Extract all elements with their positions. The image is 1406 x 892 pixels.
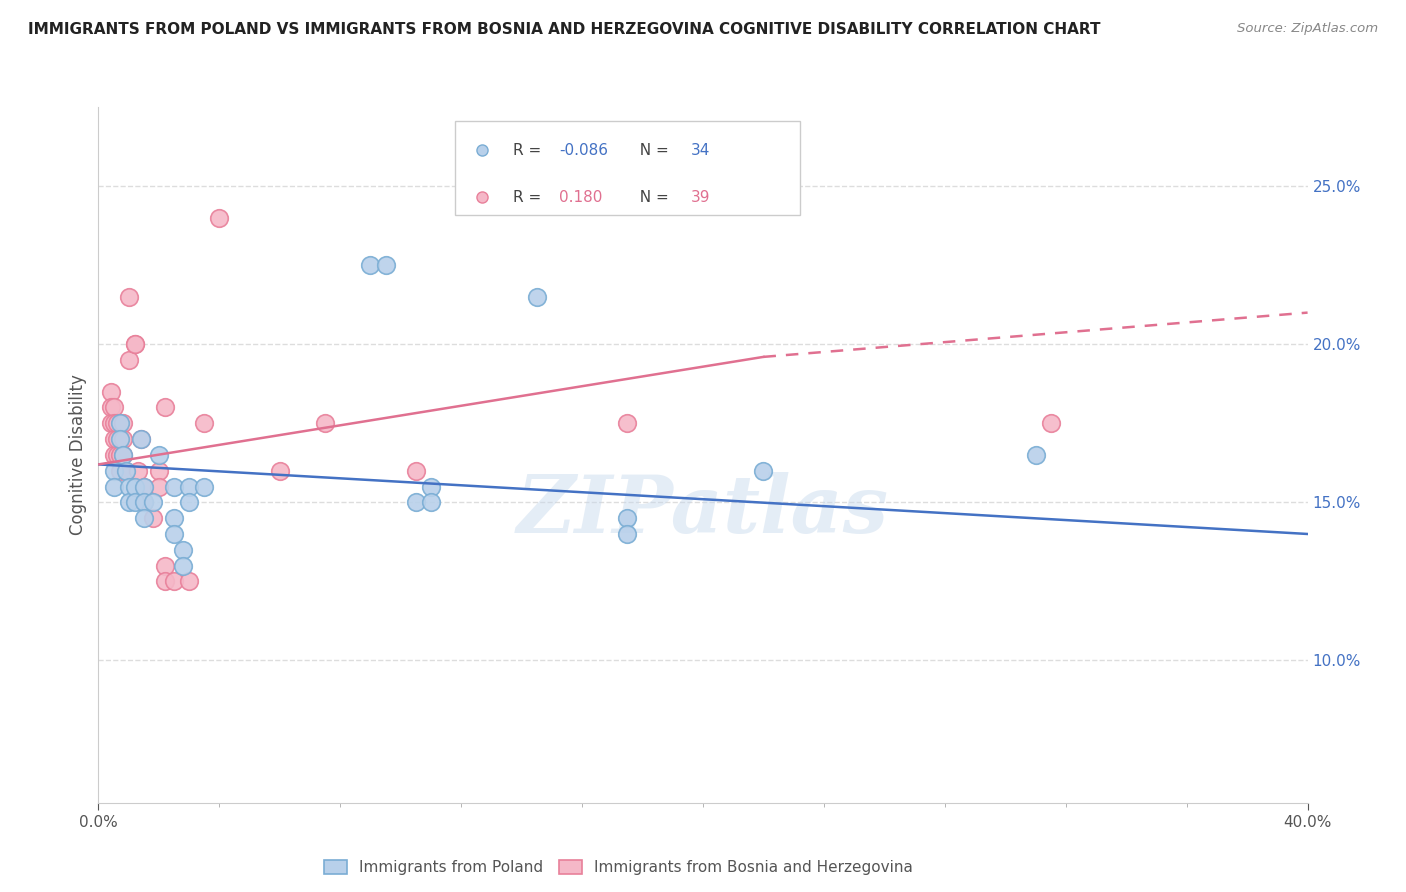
Point <box>1024 448 1046 462</box>
Point <box>208 211 231 225</box>
Point <box>172 542 194 557</box>
Point <box>111 432 134 446</box>
Point <box>360 258 382 272</box>
Point <box>526 290 548 304</box>
Point <box>100 384 122 399</box>
Point <box>124 479 146 493</box>
Point <box>132 495 155 509</box>
Point <box>179 479 201 493</box>
FancyBboxPatch shape <box>456 121 800 215</box>
Point <box>179 495 201 509</box>
Point <box>114 464 136 478</box>
Text: R =: R = <box>513 190 547 205</box>
Point <box>163 574 186 589</box>
Point <box>108 417 131 431</box>
Point <box>616 511 638 525</box>
Point <box>163 527 186 541</box>
Text: R =: R = <box>513 143 547 158</box>
Point <box>100 401 122 415</box>
Text: IMMIGRANTS FROM POLAND VS IMMIGRANTS FROM BOSNIA AND HERZEGOVINA COGNITIVE DISAB: IMMIGRANTS FROM POLAND VS IMMIGRANTS FRO… <box>28 22 1101 37</box>
Text: N =: N = <box>630 190 673 205</box>
Point <box>108 432 131 446</box>
Point <box>420 479 443 493</box>
Point <box>179 574 201 589</box>
Point <box>103 432 125 446</box>
Legend: Immigrants from Poland, Immigrants from Bosnia and Herzegovina: Immigrants from Poland, Immigrants from … <box>323 860 912 875</box>
Point <box>616 527 638 541</box>
Point <box>153 558 176 573</box>
Point <box>148 448 170 462</box>
Point <box>111 417 134 431</box>
Text: Source: ZipAtlas.com: Source: ZipAtlas.com <box>1237 22 1378 36</box>
Point <box>405 495 427 509</box>
Point <box>132 479 155 493</box>
Point <box>105 417 128 431</box>
Point <box>142 495 165 509</box>
Point <box>124 495 146 509</box>
Point <box>103 417 125 431</box>
Point <box>172 558 194 573</box>
Point <box>108 464 131 478</box>
Point <box>269 464 291 478</box>
Point <box>118 495 141 509</box>
Point <box>163 511 186 525</box>
Point <box>124 337 146 351</box>
Point <box>148 479 170 493</box>
Point <box>752 464 775 478</box>
Point <box>129 432 152 446</box>
Point <box>153 401 176 415</box>
Point <box>111 448 134 462</box>
Point <box>142 511 165 525</box>
Text: 34: 34 <box>690 143 710 158</box>
Point <box>132 495 155 509</box>
Point <box>100 417 122 431</box>
Y-axis label: Cognitive Disability: Cognitive Disability <box>69 375 87 535</box>
Point <box>103 401 125 415</box>
Point <box>1039 417 1062 431</box>
Point <box>118 479 141 493</box>
Point <box>105 448 128 462</box>
Point <box>153 574 176 589</box>
Point <box>405 464 427 478</box>
Point <box>193 417 215 431</box>
Point <box>616 417 638 431</box>
Text: ZIPatlas: ZIPatlas <box>517 472 889 549</box>
Point <box>193 479 215 493</box>
Point <box>127 464 149 478</box>
Point <box>118 353 141 368</box>
Point <box>163 479 186 493</box>
Text: 0.180: 0.180 <box>560 190 603 205</box>
Point <box>105 432 128 446</box>
Point <box>420 495 443 509</box>
Text: 39: 39 <box>690 190 710 205</box>
Point <box>118 290 141 304</box>
Point <box>103 448 125 462</box>
Point <box>124 337 146 351</box>
Point <box>148 464 170 478</box>
Point <box>132 479 155 493</box>
Text: N =: N = <box>630 143 673 158</box>
Point <box>103 464 125 478</box>
Point <box>108 448 131 462</box>
Point <box>132 511 155 525</box>
Point <box>314 417 336 431</box>
Point <box>111 448 134 462</box>
Point <box>103 479 125 493</box>
Point <box>374 258 396 272</box>
Text: -0.086: -0.086 <box>560 143 609 158</box>
Point <box>129 432 152 446</box>
Point <box>114 464 136 478</box>
